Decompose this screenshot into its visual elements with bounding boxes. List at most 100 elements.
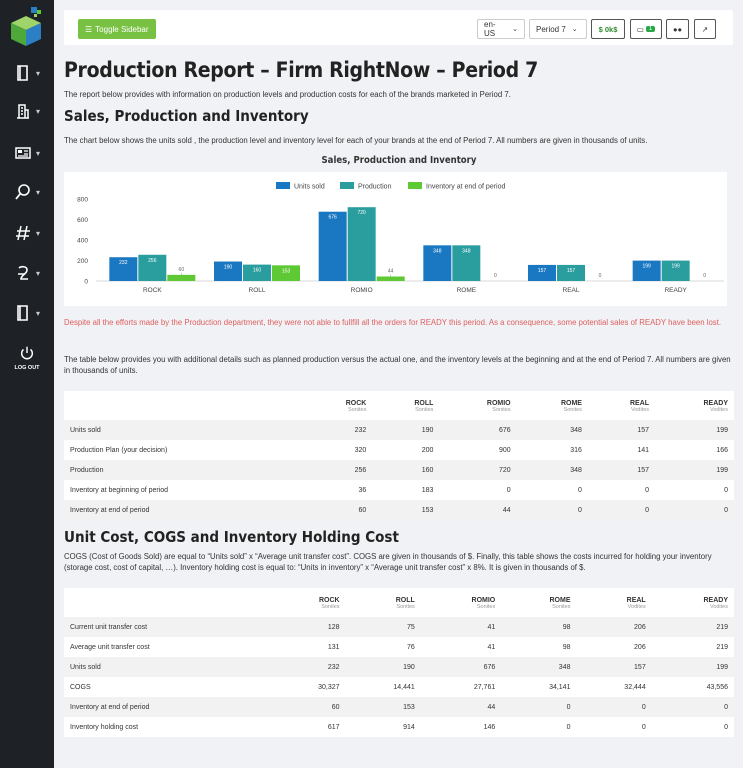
nav-item-hashtag[interactable]: ▾ <box>0 218 54 248</box>
table-row: Inventory at end of period 60 153 44 0 0 0 <box>64 500 734 520</box>
x-tick-label: ROCK <box>143 287 162 294</box>
section-sales-title: Sales, Production and Inventory <box>64 107 309 125</box>
table-cell: 914 <box>403 723 415 731</box>
table-row: Production Plan (your decision) 320 200 900… <box>64 440 734 460</box>
table-header-rome: ROME Sonites <box>501 588 576 617</box>
data-label: 190 <box>224 265 233 271</box>
cash-button[interactable]: $ 0k$ <box>591 19 625 39</box>
section-cost-text: COGS (Cost of Goods Sold) are equal to “… <box>64 552 712 572</box>
sidebar: ▾ ▾ ▾ ▾ ▾ ▾ ▾ LOG OUT <box>0 0 54 768</box>
book-icon-2 <box>17 305 28 321</box>
table-cell: 0 <box>506 486 511 494</box>
table-cell: 720 <box>498 466 511 474</box>
legend-label: Units sold <box>294 184 325 191</box>
table-cell: 41 <box>487 643 496 651</box>
data-label: 60 <box>179 267 185 273</box>
bar <box>109 257 138 281</box>
language-value: en-US <box>484 20 496 38</box>
row-label: Average unit transfer cost <box>70 643 150 651</box>
nav-item-search[interactable]: ▾ <box>0 177 54 207</box>
row-label: Production <box>70 466 104 474</box>
column-market: Sonites <box>396 604 415 610</box>
table-row: Units sold 232 190 676 348 157 199 <box>64 420 734 440</box>
logout-button[interactable]: LOG OUT <box>0 345 54 371</box>
legend-swatch <box>276 182 290 189</box>
language-select[interactable]: en-US ⌄ <box>477 19 525 39</box>
external-link-button[interactable]: ↗ <box>694 19 716 39</box>
column-market: Sonites <box>476 604 496 610</box>
table-cell: 27,761 <box>473 683 496 691</box>
table-cell: 0 <box>724 486 728 494</box>
table-header-romio: ROMIO Sonites <box>439 391 516 420</box>
table-cell: 256 <box>354 466 367 474</box>
data-label: 348 <box>433 248 442 254</box>
toggle-sidebar-button[interactable]: ☰ Toggle Sidebar <box>78 19 156 39</box>
column-market: Sonites <box>552 604 571 610</box>
data-label: 157 <box>567 268 576 274</box>
table-cell: 0 <box>724 723 728 731</box>
column-brand: ROCK <box>318 597 340 604</box>
table-cell: 0 <box>578 506 582 514</box>
table-row: COGS 30,327 14,441 27,761 34,141 32,444 43,556 <box>64 677 734 697</box>
table-cell: 14,441 <box>393 683 415 691</box>
search-icon <box>15 184 30 200</box>
external-link-icon: ↗ <box>701 24 709 34</box>
column-brand: ROLL <box>395 597 415 604</box>
section-sales-text: The chart below shows the units sold , t… <box>64 136 648 145</box>
table-header-ready: READY Vodites <box>652 588 734 617</box>
nav-item-building[interactable]: ▾ <box>0 96 54 126</box>
table-cell: 75 <box>407 623 415 631</box>
data-label: 0 <box>703 273 706 279</box>
row-label: COGS <box>70 683 91 691</box>
column-market: Vodites <box>627 604 646 610</box>
newspaper-icon <box>15 147 31 159</box>
data-label: 44 <box>388 268 394 274</box>
data-label: 0 <box>599 273 602 279</box>
data-label: 153 <box>282 268 291 274</box>
period-select[interactable]: Period 7 ⌄ <box>529 19 587 39</box>
data-label: 676 <box>328 215 337 221</box>
table-cell: 44 <box>487 703 496 711</box>
bar <box>243 264 271 281</box>
list-icon: ☰ <box>85 24 93 34</box>
table-header-roll: ROLL Sonites <box>346 588 421 617</box>
table-cell: 676 <box>498 426 511 434</box>
nav-item-money[interactable]: ▾ <box>0 258 54 288</box>
table-cell: 34,141 <box>549 683 571 691</box>
table-cell: 199 <box>716 466 728 474</box>
table-cell: 0 <box>578 486 582 494</box>
messages-button[interactable]: ▭ 1 <box>630 19 662 39</box>
table-cell: 44 <box>502 506 511 514</box>
bar <box>528 264 556 281</box>
column-brand: READY <box>703 400 728 407</box>
table-header-roll: ROLL Sonites <box>372 391 439 420</box>
team-button[interactable]: ●● <box>666 19 689 39</box>
column-brand: ROME <box>560 400 582 407</box>
power-icon <box>21 346 33 360</box>
logo-icon[interactable] <box>9 6 43 46</box>
hashtag-icon <box>15 225 30 241</box>
column-market: Vodites <box>709 604 728 610</box>
table-header-row: ROCK Sonites ROLL Sonites ROMIO Sonites ROME So… <box>64 391 734 420</box>
nav-item-newspaper[interactable]: ▾ <box>0 138 54 168</box>
table-cell: 316 <box>570 446 582 454</box>
table-header-real: REAL Vodites <box>576 588 651 617</box>
table-cell: 190 <box>421 426 434 434</box>
row-label: Current unit transfer cost <box>70 623 148 631</box>
table-cell: 98 <box>562 643 571 651</box>
column-market: Vodites <box>631 407 650 413</box>
column-brand: ROME <box>549 597 571 604</box>
x-tick-label: ROLL <box>249 287 266 294</box>
table-cell: 348 <box>570 426 582 434</box>
data-label: 256 <box>148 258 157 264</box>
toggle-sidebar-label: Toggle Sidebar <box>95 24 149 34</box>
data-label: 720 <box>357 210 366 216</box>
table-header-rock: ROCK Sonites <box>270 588 345 617</box>
nav-item-book-2[interactable]: ▾ <box>0 298 54 328</box>
table-cell: 76 <box>407 643 415 651</box>
table-cell: 30,327 <box>318 683 340 691</box>
x-tick-label: ROMIO <box>351 287 373 294</box>
row-label: Inventory at beginning of period <box>70 486 169 494</box>
table-cell: 157 <box>637 426 650 434</box>
nav-item-book[interactable]: ▾ <box>0 58 54 88</box>
